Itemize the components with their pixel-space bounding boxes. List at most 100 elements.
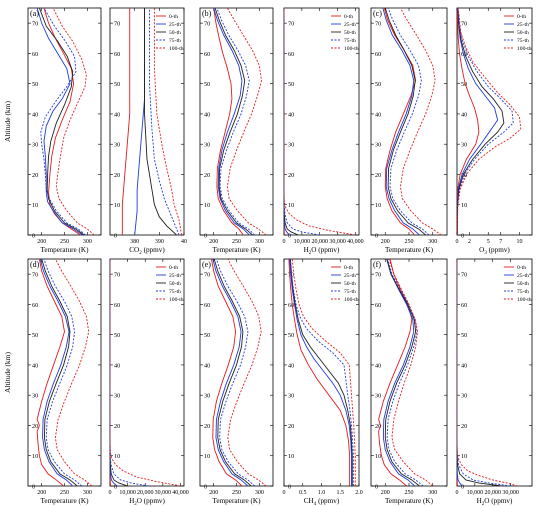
x-tick-label: 250 <box>60 239 69 245</box>
series-group <box>121 8 182 235</box>
x-tick-label: 200 <box>37 490 46 496</box>
series-line-75-th <box>149 8 180 235</box>
x-axis-label: CO2 (ppmv) <box>129 246 165 256</box>
plot-frame <box>27 7 102 236</box>
series-line-100-th <box>110 259 181 486</box>
y-tick-label: 50 <box>461 81 467 88</box>
x-tick-label: 30,000 <box>502 490 519 496</box>
y-tick-label: 50 <box>32 81 38 88</box>
x-tick-label: 0.5 <box>299 490 307 496</box>
y-tick-label: 40 <box>204 111 210 118</box>
y-tick-label: 0 <box>288 233 291 240</box>
y-axis-label: Altitude (km) <box>3 100 12 142</box>
series-group <box>284 8 356 235</box>
series-line-25-th <box>382 259 416 486</box>
y-tick-label: 20 <box>32 172 38 179</box>
y-tick-label: 70 <box>375 21 381 28</box>
legend-label: 0-th <box>517 265 526 271</box>
y-tick-label: 70 <box>204 272 210 279</box>
series-line-75-th <box>457 259 511 486</box>
legend-label: 50-th <box>517 30 529 36</box>
legend-label: 75-th <box>344 38 356 44</box>
y-tick-label: 70 <box>32 21 38 28</box>
y-axis-label: Altitude (km) <box>3 351 12 393</box>
series-line-100-th <box>226 8 267 235</box>
y-tick-label: 60 <box>114 51 120 58</box>
x-tick-label: 40,000 <box>347 239 364 245</box>
y-tick-label: 50 <box>288 332 294 339</box>
x-tick-label: 5 <box>487 239 490 245</box>
panel-letter: (b) <box>202 9 212 18</box>
x-tick-label: 300 <box>255 239 264 245</box>
series-line-100-th <box>284 8 356 235</box>
x-tick-label: 20,000 <box>484 490 501 496</box>
y-tick-label: 50 <box>375 332 381 339</box>
x-tick-label: 200 <box>209 239 218 245</box>
panel-letter: (a) <box>30 9 39 18</box>
x-tick-label: 200 <box>381 239 390 245</box>
y-tick-label: 0 <box>461 233 464 240</box>
y-tick-label: 60 <box>461 302 467 309</box>
y-tick-label: 70 <box>114 272 120 279</box>
x-tick-label: 0 <box>109 490 112 496</box>
y-tick-label: 30 <box>288 142 294 149</box>
series-line-0-th <box>457 8 480 235</box>
legend-label: 75-th <box>344 289 356 295</box>
y-tick-label: 30 <box>114 393 120 400</box>
y-tick-label: 40 <box>288 362 294 369</box>
y-tick-label: 20 <box>288 423 294 430</box>
x-axis-label: Temperature (K) <box>41 246 90 254</box>
y-tick-label: 70 <box>288 21 294 28</box>
legend-label: 50-th <box>344 30 356 36</box>
x-axis-label: H2O (ppmv) <box>477 497 513 506</box>
plot-frame <box>370 7 448 236</box>
series-line-50-th <box>284 8 299 235</box>
series-line-75-th <box>216 8 256 235</box>
series-line-25-th <box>457 259 463 486</box>
y-tick-label: 70 <box>32 272 38 279</box>
x-tick-label: 20,000 <box>311 239 328 245</box>
y-tick-label: 40 <box>114 362 120 369</box>
x-tick-label: 7 <box>499 239 502 245</box>
legend-label: 0-th <box>169 265 178 271</box>
y-tick-label: 60 <box>32 302 38 309</box>
x-tick-label: 300 <box>255 490 264 496</box>
y-tick-label: 10 <box>375 453 381 460</box>
series-line-100-th <box>153 8 182 235</box>
legend: 0-th 25-th 50-th 75-th 100-th <box>331 14 359 52</box>
y-tick-label: 70 <box>114 21 120 28</box>
y-tick-label: 60 <box>461 51 467 58</box>
y-tick-label: 60 <box>375 302 381 309</box>
y-tick-label: 20 <box>204 172 210 179</box>
series-line-100-th <box>457 8 522 235</box>
x-axis-label: O3 (ppmv) <box>479 246 510 256</box>
x-tick-label: 250 <box>405 239 414 245</box>
y-tick-label: 0 <box>288 484 291 491</box>
x-tick-label: 20,000 <box>137 490 154 496</box>
legend-label: 25-th <box>169 22 181 28</box>
series-group <box>457 259 518 486</box>
series-line-25-th <box>36 8 83 235</box>
y-tick-label: 50 <box>114 81 120 88</box>
legend: 0-th 25-th 50-th 75-th 100-th <box>156 14 184 52</box>
series-line-0-th <box>288 259 351 486</box>
y-tick-label: 20 <box>114 172 120 179</box>
y-tick-label: 40 <box>114 111 120 118</box>
x-tick-label: 300 <box>83 239 92 245</box>
legend-label: 50-th <box>517 281 529 287</box>
legend-label: 75-th <box>169 289 181 295</box>
series-line-25-th <box>212 259 249 486</box>
x-axis-label: Temperature (K) <box>213 497 262 505</box>
x-tick-label: 380 <box>130 239 139 245</box>
y-tick-label: 50 <box>32 332 38 339</box>
panel-letter: (e) <box>202 260 211 269</box>
series-line-75-th <box>216 259 256 486</box>
y-tick-label: 50 <box>288 81 294 88</box>
y-tick-label: 30 <box>114 142 120 149</box>
y-tick-label: 10 <box>114 202 120 209</box>
plot-frame <box>199 258 274 487</box>
x-axis-label: Temperature (K) <box>41 497 90 505</box>
